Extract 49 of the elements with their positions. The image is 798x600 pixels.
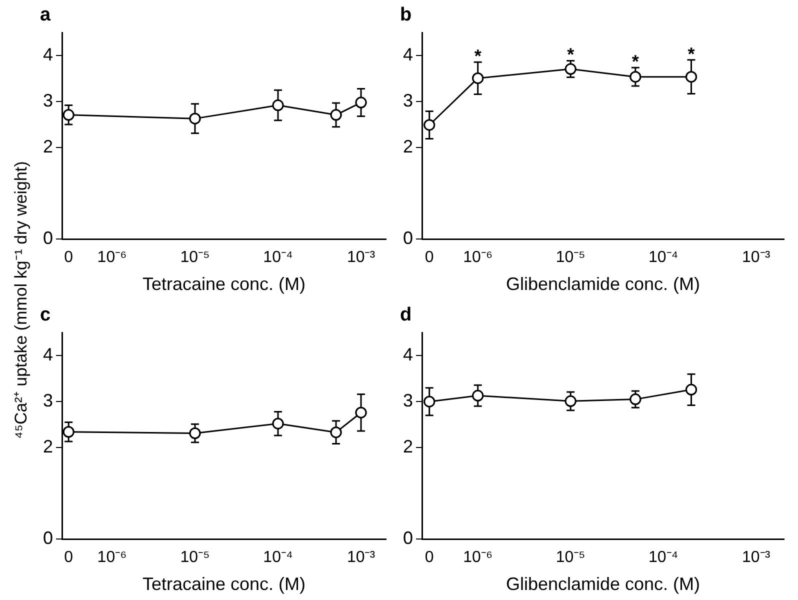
y-tick-label: 4 bbox=[402, 344, 414, 365]
y-axis-title: ⁴⁵Ca²⁺ uptake (mmol kg⁻¹ dry weight) bbox=[10, 161, 32, 439]
y-tick-label: 0 bbox=[402, 528, 414, 548]
chart-title: b bbox=[400, 4, 412, 26]
x-tick-label: 10⁻³ bbox=[346, 549, 376, 566]
x-tick-label: 0 bbox=[424, 249, 434, 266]
y-tick-label: 4 bbox=[402, 44, 414, 65]
annotation: * bbox=[632, 52, 639, 72]
x-tick-label: 10⁻⁵ bbox=[556, 549, 586, 566]
y-tick-label: 3 bbox=[42, 390, 54, 411]
y-tick-label: 2 bbox=[402, 136, 414, 156]
x-tick-label: 10⁻⁴ bbox=[263, 549, 293, 566]
y-tick-label: 3 bbox=[402, 390, 414, 411]
y-tick-label: 0 bbox=[402, 228, 414, 248]
x-tick-label: 10⁻⁵ bbox=[180, 549, 210, 566]
y-tick-label: 4 bbox=[42, 44, 54, 65]
x-tick-label: 10⁻⁶ bbox=[463, 249, 493, 266]
x-axis-title: Glibenclamide conc. (M) bbox=[506, 274, 700, 294]
y-tick-label: 2 bbox=[402, 436, 414, 456]
x-axis-title: Tetracaine conc. (M) bbox=[142, 574, 306, 594]
annotation: * bbox=[567, 44, 574, 65]
y-tick-label: 2 bbox=[42, 136, 54, 156]
x-tick-label: 10⁻⁴ bbox=[648, 249, 678, 266]
x-tick-label: 10⁻⁶ bbox=[97, 549, 127, 566]
x-tick-label: 0 bbox=[424, 549, 434, 566]
x-tick-label: 10⁻⁶ bbox=[463, 549, 493, 566]
x-tick-label: 10⁻⁶ bbox=[97, 249, 127, 266]
chart-title: c bbox=[40, 304, 51, 326]
x-axis-title: Tetracaine conc. (M) bbox=[142, 274, 306, 294]
x-tick-label: 10⁻⁵ bbox=[180, 249, 210, 266]
x-axis-title: Glibenclamide conc. (M) bbox=[506, 574, 700, 594]
annotation: * bbox=[688, 44, 695, 64]
chart-title: a bbox=[40, 4, 51, 26]
x-tick-label: 0 bbox=[64, 549, 74, 566]
x-tick-label: 10⁻⁴ bbox=[263, 249, 293, 266]
y-tick-label: 0 bbox=[42, 528, 54, 548]
x-tick-label: 10⁻⁴ bbox=[648, 549, 678, 566]
x-tick-label: 10⁻³ bbox=[742, 249, 771, 266]
x-tick-label: 10⁻³ bbox=[346, 249, 376, 266]
y-tick-label: 3 bbox=[402, 90, 414, 111]
y-tick-label: 3 bbox=[42, 90, 54, 111]
x-tick-label: 10⁻⁵ bbox=[556, 249, 586, 266]
chart-title: d bbox=[400, 304, 412, 326]
y-tick-label: 4 bbox=[42, 344, 54, 365]
y-tick-label: 0 bbox=[42, 228, 54, 248]
x-tick-label: 0 bbox=[64, 249, 74, 266]
y-tick-label: 2 bbox=[42, 436, 54, 456]
x-tick-label: 10⁻³ bbox=[742, 549, 771, 566]
annotation: * bbox=[474, 46, 482, 66]
